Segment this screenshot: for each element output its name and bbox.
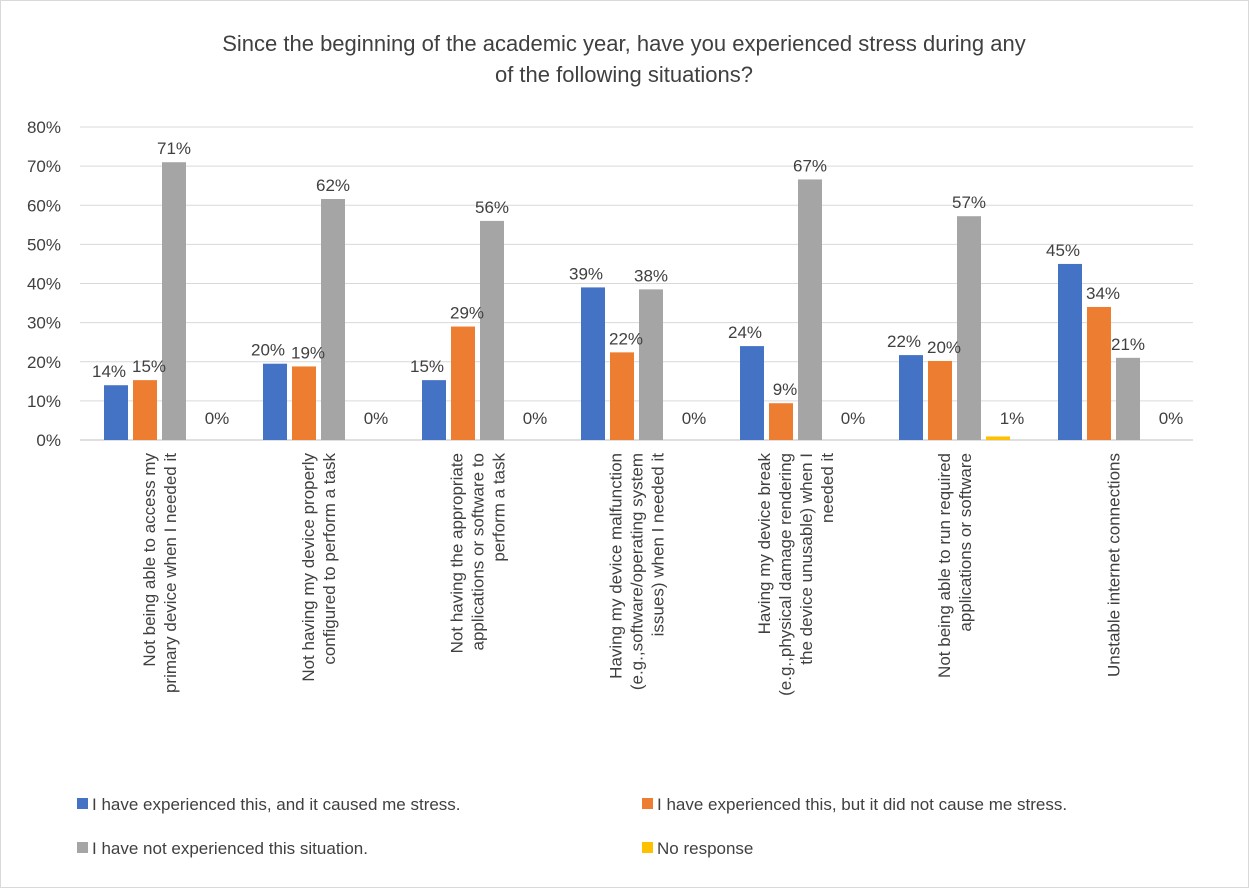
category-label: (e.g.,software/operating system [628,453,647,690]
data-label: 0% [841,409,866,428]
chart-title-line: Since the beginning of the academic year… [222,31,1026,56]
legend: I have experienced this, and it caused m… [77,795,1067,858]
y-tick-label: 10% [27,392,61,411]
data-label: 34% [1086,284,1120,303]
category-label: primary device when I needed it [161,453,180,693]
bar-3-5 [798,179,822,441]
category-label: perform a task [490,453,509,562]
data-label: 67% [793,156,827,175]
category-label: Not having my device properly [299,453,318,682]
chart-title-line: of the following situations? [495,62,753,87]
data-label: 15% [410,357,444,376]
category-label: Having my device malfunction [607,453,626,679]
data-label: 24% [728,323,762,342]
bar-3-1 [162,162,186,440]
bar-3-3 [480,220,504,440]
data-label: 0% [523,409,548,428]
bar-3-6 [957,216,981,440]
bar-3-2 [321,198,345,440]
category-label: needed it [818,453,837,523]
y-tick-label: 0% [36,431,61,450]
chart-title: Since the beginning of the academic year… [222,31,1026,87]
legend-swatch [642,798,653,809]
legend-label: I have experienced this, but it did not … [657,795,1067,814]
bar-3-4 [639,289,663,440]
bar-4-6 [986,436,1010,440]
data-label: 22% [887,332,921,351]
data-label: 45% [1046,241,1080,260]
y-tick-label: 60% [27,196,61,215]
bar-3-7 [1116,357,1140,440]
data-label: 38% [634,266,668,285]
x-axis-category-labels: Not being able to access my primary devic… [140,453,1124,696]
data-label: 22% [609,329,643,348]
legend-label: No response [657,839,753,858]
bar-1-5 [740,346,764,440]
bar-1-6 [899,355,923,440]
data-label: 0% [205,409,230,428]
data-label: 1% [1000,409,1025,428]
data-label: 21% [1111,335,1145,354]
category-label: applications or software [956,453,975,632]
legend-swatch [77,842,88,853]
y-tick-label: 20% [27,353,61,372]
bar-2-5 [769,403,793,440]
data-label: 20% [251,341,285,360]
data-label: 20% [927,338,961,357]
bar-2-7 [1087,306,1111,440]
bar-2-2 [292,366,316,440]
bar-2-3 [451,326,475,440]
bar-1-3 [422,380,446,440]
y-tick-label: 40% [27,275,61,294]
bar-1-1 [104,385,128,440]
bar-1-2 [263,363,287,440]
data-label: 14% [92,362,126,381]
data-label: 15% [132,357,166,376]
y-tick-label: 30% [27,314,61,333]
data-label: 9% [773,380,798,399]
legend-swatch [77,798,88,809]
bar-2-4 [610,352,634,440]
bar-2-1 [133,380,157,440]
category-label: Not being able to access my [140,453,159,667]
data-label: 57% [952,193,986,212]
category-label: Not having the appropriate [448,453,467,653]
category-label: (e.g.,physical damage rendering [776,453,795,696]
category-label: Having my device break [755,453,774,635]
data-label: 39% [569,264,603,283]
data-label: 0% [1159,409,1184,428]
category-label: issues) when I needed it [649,453,668,637]
bars [104,162,1140,441]
data-label: 62% [316,176,350,195]
category-label: configured to perform a task [320,453,339,665]
category-label: the device unusable) when I [797,453,816,665]
category-label: Not being able to run required [935,453,954,678]
data-label: 0% [682,409,707,428]
data-label: 19% [291,343,325,362]
bar-1-7 [1058,263,1082,440]
legend-label: I have experienced this, and it caused m… [92,795,461,814]
bar-2-6 [928,360,952,440]
legend-swatch [642,842,653,853]
category-label: Unstable internet connections [1105,453,1124,677]
legend-label: I have not experienced this situation. [92,839,368,858]
y-axis-tick-labels: 0% 10% 20% 30% 40% 50% 60% 70% 80% [27,118,61,450]
data-label: 0% [364,409,389,428]
data-label: 71% [157,139,191,158]
data-labels: 14% 20% 15% 39% 24% 22% 45% 15% 19% 29% 22% 9% 20% 34… [92,139,1183,428]
bar-1-4 [581,287,605,440]
y-tick-label: 80% [27,118,61,137]
y-tick-label: 70% [27,157,61,176]
y-tick-label: 50% [27,235,61,254]
category-label: applications or software to [469,453,488,651]
data-label: 29% [450,304,484,323]
data-label: 56% [475,198,509,217]
